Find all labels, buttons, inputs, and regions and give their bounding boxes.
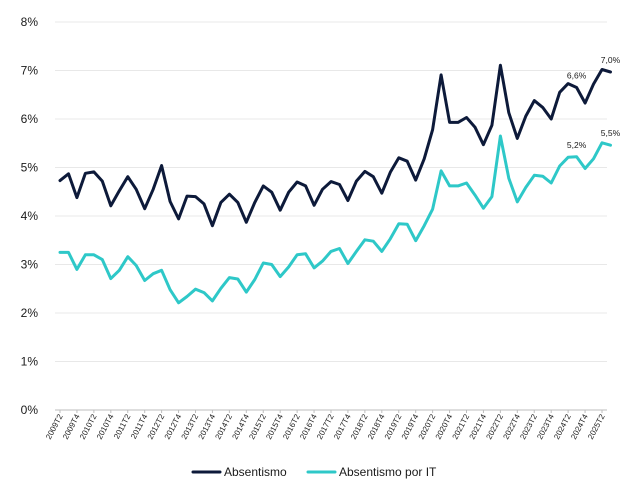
x-axis-tick-labels: 2009T22009T42010T22010T42011T22011T42012… [44, 410, 607, 441]
data-label: 5,2% [567, 140, 587, 150]
y-tick-label: 5% [21, 161, 39, 175]
legend-label: Absentismo por IT [339, 465, 437, 479]
y-tick-label: 1% [21, 355, 39, 369]
grid-lines [55, 21, 607, 362]
y-axis-tick-labels: 0% 1% 2% 3% 4% 5% 6% 7% 8% [21, 15, 39, 417]
y-tick-label: 7% [21, 64, 39, 78]
series-line-2 [58, 134, 612, 305]
y-tick-label: 8% [21, 15, 39, 29]
y-tick-label: 6% [21, 112, 39, 126]
series-line-1 [58, 63, 612, 228]
data-label: 5,5% [601, 128, 621, 138]
series-lines [58, 63, 612, 305]
x-tick-label: 2025T2 [586, 412, 607, 441]
data-label: 6,6% [567, 70, 587, 80]
y-tick-label: 4% [21, 209, 39, 223]
y-tick-label: 3% [21, 258, 39, 272]
legend: Absentismo Absentismo por IT [191, 465, 437, 479]
data-label: 7,0% [601, 55, 621, 65]
y-tick-label: 0% [21, 403, 39, 417]
y-tick-label: 2% [21, 306, 39, 320]
data-annotations: 6,6% 7,0% 5,2% 5,5% [567, 55, 621, 150]
legend-label: Absentismo [224, 465, 287, 479]
